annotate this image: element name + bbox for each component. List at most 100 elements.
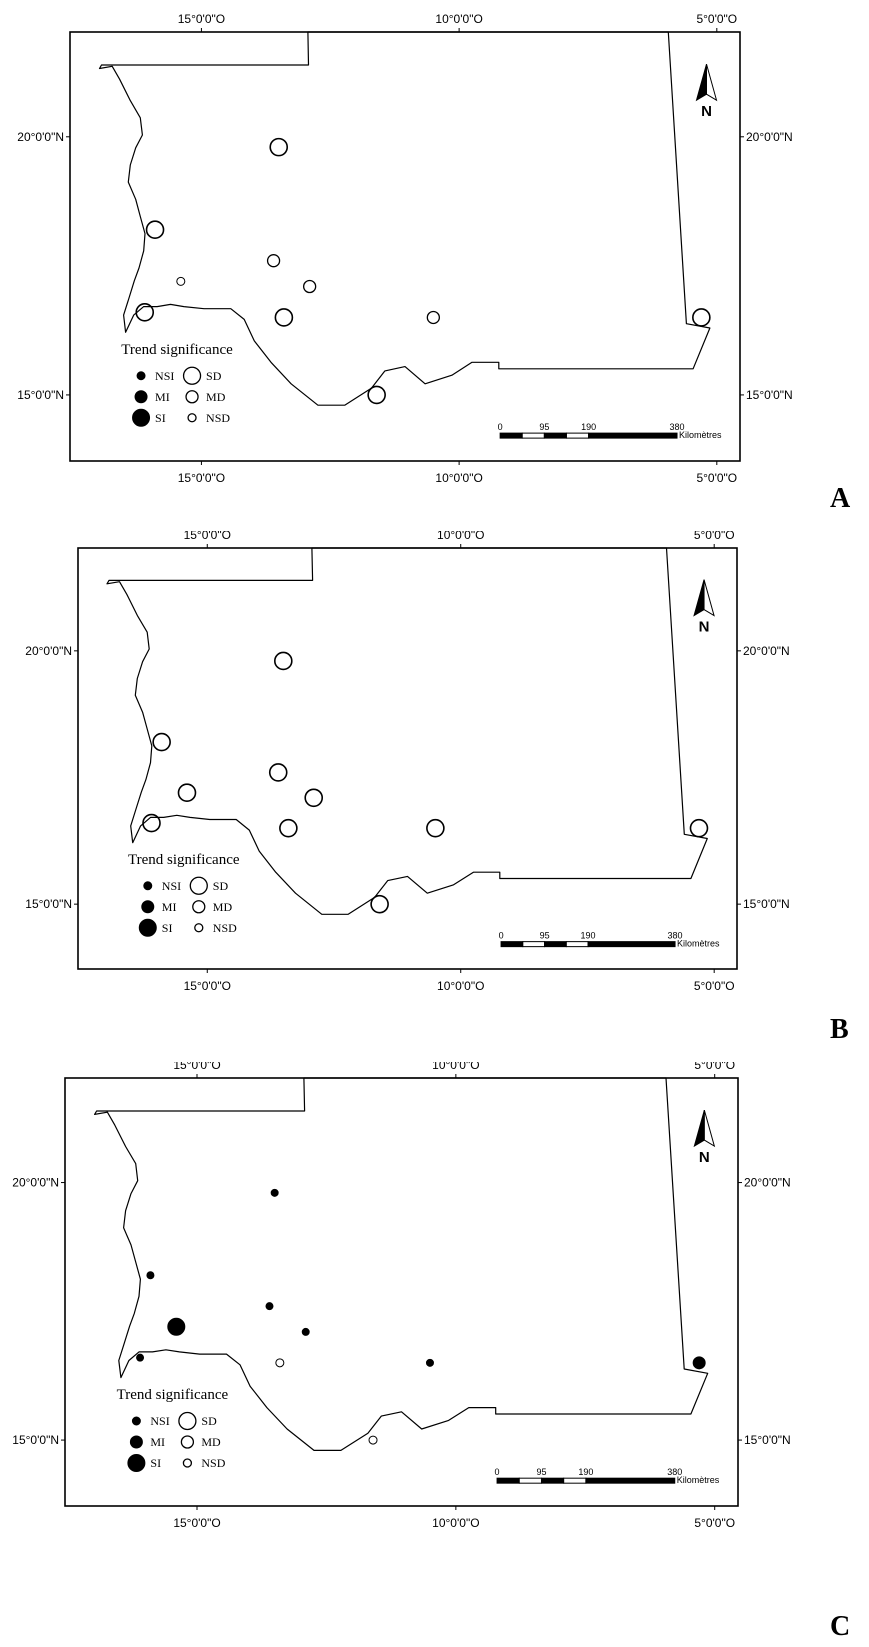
scale-bar-segment (565, 432, 590, 439)
legend-label-md: MD (213, 900, 233, 914)
legend-symbol-nsd (187, 413, 197, 423)
scale-bar-label: 190 (581, 931, 596, 941)
station-marker-sd (279, 818, 298, 838)
legend-symbol-sd (178, 1411, 197, 1431)
legend-title: Trend significance (121, 342, 233, 358)
legend-label-si: SI (162, 921, 173, 935)
station-marker-sd (689, 818, 709, 838)
lon-tick-label-top: 10°0'0"O (435, 12, 482, 26)
map-panel-c: 15°0'0"O 15°0'0"O 10°0'0"O 10°0'0"O 5°0'0"O 5… (0, 1062, 869, 1647)
scale-bar-label: 380 (670, 422, 685, 432)
station-marker-nsi (136, 1353, 145, 1362)
map-frame (69, 31, 741, 462)
legend-label-sd: SD (213, 879, 229, 893)
legend-symbol-nsd (194, 923, 204, 933)
legend-label-nsi: NSI (162, 879, 181, 893)
scale-bar-segment (587, 941, 676, 948)
scale-bar-segment (496, 1477, 520, 1484)
station-marker-sd (269, 137, 289, 157)
north-arrow-label: N (701, 103, 712, 120)
lon-tick-label-bottom: 15°0'0"O (178, 471, 225, 485)
lat-tick-label-right: 15°0'0"N (744, 1433, 791, 1447)
lat-tick-label-right: 20°0'0"N (743, 644, 790, 658)
map-frame (77, 547, 738, 970)
legend-label-md: MD (201, 1435, 221, 1449)
legend-symbol-nsi (131, 1416, 141, 1426)
scale-bar-segment (518, 1477, 542, 1484)
scale-bar-label: 0 (499, 931, 504, 941)
scale-bar-label: 190 (581, 422, 596, 432)
scale-bar-label: 95 (536, 1467, 546, 1477)
scale-bar-label: 95 (540, 931, 550, 941)
station-marker-nsi (270, 1188, 279, 1197)
station-marker-sd (274, 308, 294, 327)
station-marker-mi (692, 1356, 706, 1370)
lat-tick-label-left: 15°0'0"N (17, 388, 64, 402)
legend-label-mi: MI (162, 900, 177, 914)
lat-tick-label-left: 20°0'0"N (25, 644, 72, 658)
lon-tick-label-bottom: 10°0'0"O (437, 979, 484, 993)
map-frame (64, 1077, 739, 1507)
legend-symbol-mi (129, 1435, 143, 1449)
station-marker-sd (367, 385, 386, 405)
legend-title: Trend significance (128, 852, 240, 868)
station-marker-md (426, 310, 440, 325)
station-marker-sd (426, 818, 445, 838)
north-arrow-right-half (706, 64, 718, 102)
lon-tick-label-bottom: 15°0'0"O (173, 1516, 220, 1530)
north-arrow-left-half (693, 579, 705, 617)
lat-tick-label-left: 15°0'0"N (25, 897, 72, 911)
scale-bar-label: 95 (539, 422, 549, 432)
station-marker-nsd (176, 276, 186, 286)
station-marker-sd (135, 303, 155, 322)
legend-label-nsi: NSI (155, 369, 174, 383)
station-marker-sd (177, 783, 197, 802)
legend-label-nsd: NSD (201, 1456, 225, 1470)
legend-label-md: MD (206, 390, 226, 404)
scale-bar-segment (540, 1477, 565, 1484)
station-marker-nsi (301, 1327, 310, 1336)
station-marker-nsi (425, 1358, 434, 1367)
lon-tick-label-top: 5°0'0"O (694, 1062, 735, 1072)
scale-bar-unit: Kilomètres (677, 939, 720, 949)
legend-label-nsd: NSD (206, 411, 230, 425)
lon-tick-label-top: 15°0'0"O (173, 1062, 220, 1072)
scale-bar-segment (544, 941, 567, 948)
station-marker-md (266, 254, 281, 268)
scale-bar-segment (565, 941, 589, 948)
legend-symbol-sd (182, 366, 202, 385)
north-arrow-left-half (695, 64, 707, 102)
legend-symbol-si (138, 918, 157, 937)
scale-bar-segment (543, 432, 567, 439)
scale-bar-label: 380 (668, 931, 683, 941)
legend-symbol-md (185, 390, 199, 404)
legend-symbol-si (127, 1454, 146, 1472)
lon-tick-label-bottom: 5°0'0"O (694, 1516, 735, 1530)
legend-title: Trend significance (117, 1387, 229, 1403)
legend-symbol-si (132, 408, 151, 427)
scale-bar-segment (500, 941, 524, 948)
lon-tick-label-bottom: 5°0'0"O (696, 471, 737, 485)
legend-symbol-mi (134, 390, 148, 404)
legend-label-mi: MI (155, 390, 170, 404)
legend-label-nsd: NSD (213, 921, 237, 935)
lat-tick-label-right: 15°0'0"N (743, 897, 790, 911)
panel-letter: B (830, 1014, 849, 1045)
legend-label-nsi: NSI (150, 1414, 169, 1428)
station-marker-md (303, 279, 317, 294)
lon-tick-label-bottom: 5°0'0"O (694, 979, 735, 993)
lat-tick-label-right: 20°0'0"N (746, 130, 793, 144)
legend-label-mi: MI (150, 1435, 165, 1449)
north-arrow-left-half (693, 1109, 705, 1148)
station-marker-nsi (265, 1302, 274, 1311)
scale-bar-segment (499, 432, 523, 439)
lon-tick-label-top: 5°0'0"O (696, 12, 737, 26)
map-panel-a: 15°0'0"O 15°0'0"O 10°0'0"O 10°0'0"O 5°0'0"O 5… (0, 0, 869, 520)
north-arrow-label: N (699, 619, 710, 636)
country-boundary (106, 547, 708, 915)
scale-bar-unit: Kilomètres (679, 430, 722, 440)
lon-tick-label-bottom: 15°0'0"O (184, 979, 231, 993)
scale-bar-segment (588, 432, 678, 439)
lon-tick-label-bottom: 10°0'0"O (435, 471, 482, 485)
panel-letter: C (830, 1611, 851, 1642)
